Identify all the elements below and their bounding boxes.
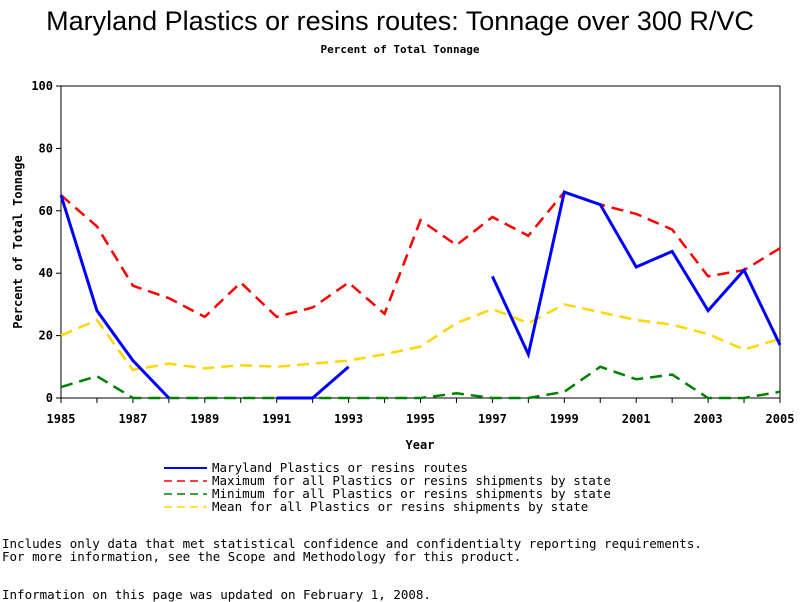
y-tick-label: 20 — [39, 329, 53, 343]
legend: Maryland Plastics or resins routesMaximu… — [164, 460, 611, 514]
series-line-mean-for-all-plastics-or-resins-shipments-by-state — [60, 303, 781, 372]
x-tick-label: 1993 — [334, 412, 363, 426]
footnote-updated: Information on this page was updated on … — [2, 587, 431, 602]
legend-entry: Mean for all Plastics or resins shipment… — [212, 499, 588, 514]
plot-frame — [60, 85, 781, 399]
x-tick-label: 1999 — [550, 412, 579, 426]
chart-subtitle: Percent of Total Tonnage — [320, 43, 480, 56]
x-tick-label: 1987 — [118, 412, 147, 426]
x-tick-label: 1995 — [406, 412, 435, 426]
series-line-maryland-plastics-or-resins-routes — [59, 194, 170, 400]
x-tick-label: 1989 — [190, 412, 219, 426]
y-axis: 0 20 40 60 80 100 — [31, 79, 61, 405]
chart-title: Maryland Plastics or resins routes: Tonn… — [46, 6, 754, 36]
y-tick-label: 60 — [39, 204, 53, 218]
y-tick-label: 80 — [39, 141, 53, 155]
legend-entry: Maryland Plastics or resins routes — [212, 460, 468, 475]
legend-entry: Minimum for all Plastics or resins shipm… — [212, 486, 611, 501]
x-tick-label: 2005 — [766, 412, 795, 426]
series-line-maryland-plastics-or-resins-routes — [276, 365, 350, 400]
x-tick-label: 1997 — [478, 412, 507, 426]
y-tick-label: 40 — [39, 266, 53, 280]
y-axis-label: Percent of Total Tonnage — [11, 155, 25, 328]
x-tick-label: 2001 — [622, 412, 651, 426]
x-tick-label: 1985 — [47, 412, 76, 426]
x-axis-label: Year — [406, 438, 435, 452]
series-layer — [59, 190, 782, 400]
footnote-methodology: For more information, see the Scope and … — [2, 549, 522, 564]
series-line-maryland-plastics-or-resins-routes — [491, 190, 782, 359]
x-tick-label: 2003 — [694, 412, 723, 426]
series-line-minimum-for-all-plastics-or-resins-shipments-by-state — [60, 365, 781, 400]
legend-entry: Maximum for all Plastics or resins shipm… — [212, 473, 611, 488]
x-axis: 1985 1987 1989 1991 1993 1995 1997 1999 2001 2003… — [47, 398, 795, 426]
series-line-maximum-for-all-plastics-or-resins-shipments-by-state — [60, 190, 781, 319]
y-tick-label: 0 — [46, 391, 53, 405]
y-tick-label: 100 — [31, 79, 53, 93]
x-tick-label: 1991 — [262, 412, 291, 426]
footnote-confidentiality: Includes only data that met statistical … — [2, 536, 702, 551]
